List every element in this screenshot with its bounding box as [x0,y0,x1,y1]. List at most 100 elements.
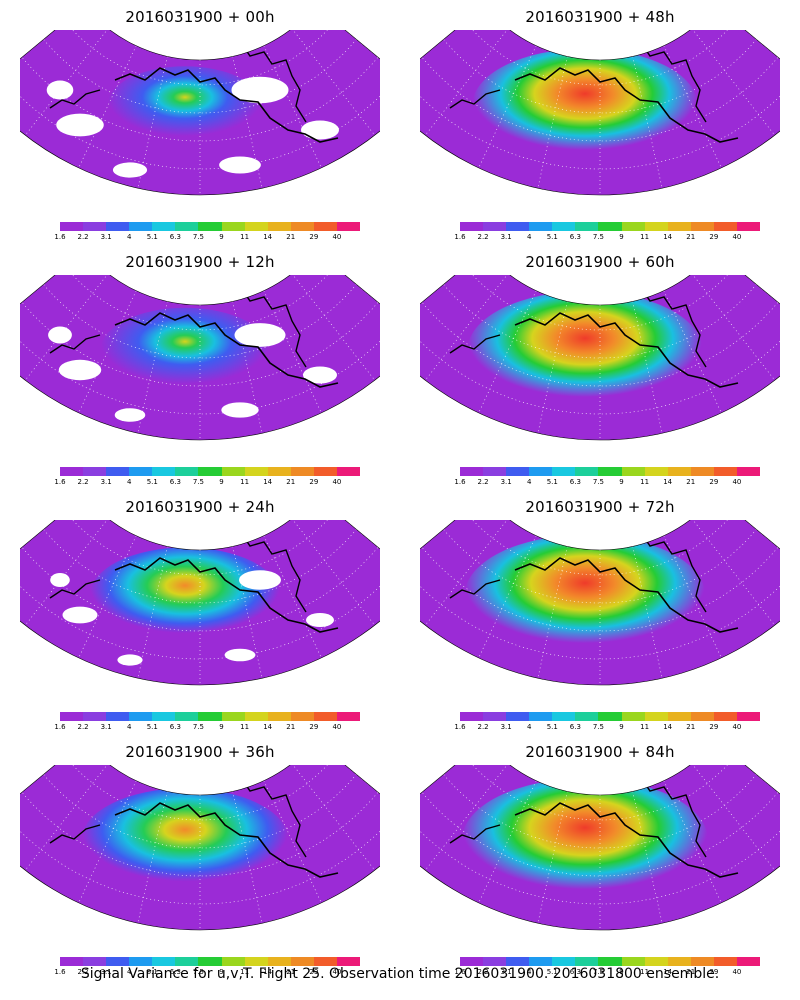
colorbar-tick-label: 4 [126,723,132,731]
colorbar-labels: 1.6 2.2 3.1 4 5.1 6.3 7.5 9 11 14 21 29 40 [48,233,368,243]
colorbar-tick-label: 6.3 [169,723,181,731]
colorbar-tick-label: 29 [709,478,719,486]
colorbar-swatch [483,957,507,966]
map-panel: 2016031900 + 72h 1.6 2.2 3.1 4 5.1 6.3 7.5 9 11 14… [400,490,800,735]
colorbar-tick-label: 14 [263,233,273,241]
variance-map [20,30,380,196]
colorbar-swatch [667,222,691,231]
colorbar-swatch [198,467,222,476]
colorbar-swatch [460,222,484,231]
colorbar-swatch [290,222,314,231]
colorbar-swatch [736,712,761,721]
colorbar-tick-label: 29 [709,723,719,731]
colorbar-swatch [506,467,530,476]
coastline [49,824,101,844]
colorbar-tick-label: 29 [309,723,319,731]
colorbar-swatch [175,467,199,476]
colorbar-swatch [175,712,199,721]
colorbar-swatch [313,712,337,721]
colorbar-swatch [552,222,576,231]
colorbar-swatch [690,222,714,231]
colorbar-swatch [221,222,245,231]
coastline [449,579,501,599]
colorbar-swatch [644,222,668,231]
colorbar-tick-label: 40 [332,233,342,241]
colorbar-tick-label: 6.3 [169,233,181,241]
variance-map [20,520,380,686]
colorbar-tick-label: 1.6 [454,233,466,241]
colorbar-tick-label: 4 [526,968,532,976]
colorbar-swatch [244,467,268,476]
coastline [114,312,339,388]
colorbar-swatch [290,467,314,476]
colorbar-tick-label: 3.1 [100,723,112,731]
colorbar-tick-label: 11 [640,968,650,976]
colorbar-swatch [198,712,222,721]
colorbar-tick-label: 5.1 [546,233,558,241]
colorbar-swatch [483,467,507,476]
colorbar-tick-label: 29 [309,478,319,486]
colorbar-swatch [313,957,337,966]
colorbar [60,467,361,476]
colorbar-swatch [529,467,553,476]
colorbar-tick-label: 2.2 [77,968,89,976]
colorbar-swatch [83,222,107,231]
colorbar-tick-label: 5.1 [546,478,558,486]
colorbar-swatch [506,222,530,231]
colorbar-swatch [290,712,314,721]
colorbar-swatch [736,467,761,476]
colorbar-swatch [106,467,130,476]
colorbar-swatch [506,957,530,966]
colorbar-swatch [83,467,107,476]
variance-map [420,520,780,686]
colorbar-swatch [152,222,176,231]
colorbar-tick-label: 6.3 [169,968,181,976]
colorbar-swatch [336,467,361,476]
colorbar-tick-label: 4 [126,233,132,241]
colorbar-tick-label: 6.3 [169,478,181,486]
colorbar-swatch [621,712,645,721]
colorbar-tick-label: 6.3 [569,723,581,731]
colorbar [460,957,761,966]
colorbar-swatch [690,957,714,966]
colorbar-tick-label: 40 [732,233,742,241]
colorbar-swatch [736,222,761,231]
colorbar-swatch [175,957,199,966]
coastline [49,334,101,354]
colorbar-swatch [106,957,130,966]
colorbar-tick-label: 21 [686,233,696,241]
map-panel: 2016031900 + 12h 1.6 2.2 3.1 4 5.1 6.3 7.5 9 11 14… [0,245,400,490]
colorbar-swatch [621,957,645,966]
colorbar-swatch [129,712,153,721]
colorbar-tick-label: 9 [619,233,624,241]
colorbar-swatch [267,467,291,476]
colorbar-tick-label: 3.1 [100,233,112,241]
colorbar-tick-label: 5.1 [546,723,558,731]
colorbar-tick-label: 3.1 [500,968,512,976]
colorbar-tick-label: 3.1 [500,723,512,731]
colorbar-tick-label: 7.5 [192,233,205,241]
colorbar-swatch [244,712,268,721]
colorbar-tick-label: 21 [286,478,296,486]
coastline [514,67,739,143]
colorbar-labels: 1.6 2.2 3.1 4 5.1 6.3 7.5 9 11 14 21 29 40 [448,478,768,488]
coastline [114,67,339,143]
colorbar [460,712,761,721]
coastline [114,802,339,878]
colorbar-tick-label: 7.5 [192,478,205,486]
colorbar-swatch [460,712,484,721]
coastline [514,802,739,878]
colorbar-tick-label: 1.6 [454,723,466,731]
colorbar-swatch [129,467,153,476]
panel-title: 2016031900 + 84h [525,743,675,761]
colorbar-tick-label: 40 [732,723,742,731]
colorbar-swatch [483,712,507,721]
colorbar-swatch [290,957,314,966]
colorbar-tick-label: 1.6 [454,968,466,976]
colorbar-swatch [644,467,668,476]
colorbar-tick-label: 1.6 [454,478,466,486]
colorbar-swatch [221,467,245,476]
colorbar [60,222,361,231]
colorbar-swatch [529,222,553,231]
colorbar-tick-label: 3.1 [500,478,512,486]
